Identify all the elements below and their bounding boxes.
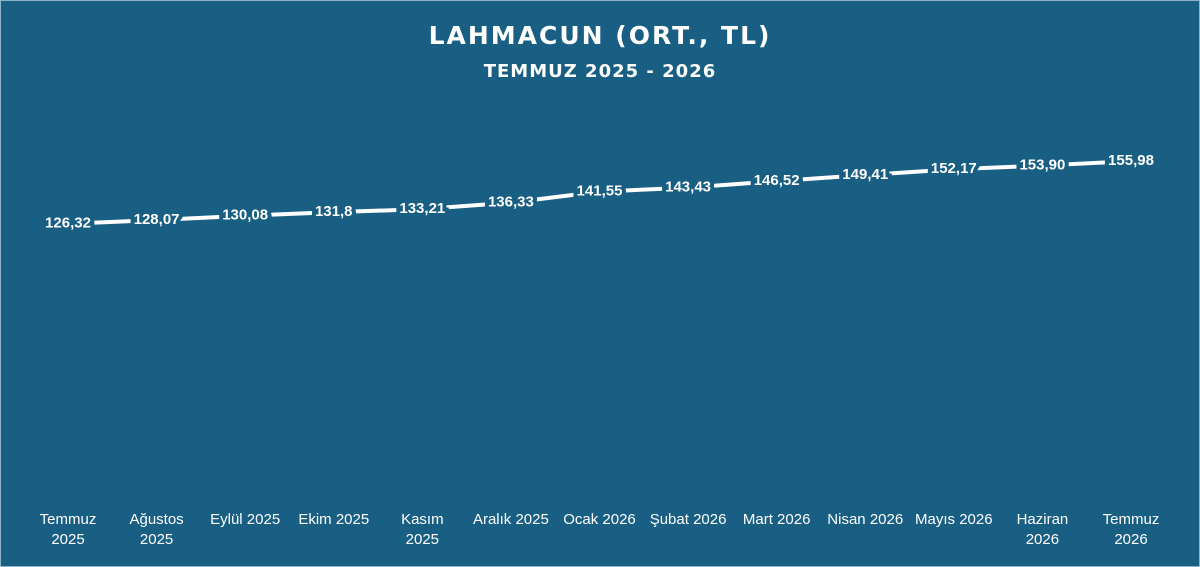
value-label: 153,90 — [1019, 157, 1065, 174]
x-tick-label: Mart 2026 — [742, 511, 811, 528]
value-label: 133,21 — [399, 200, 445, 217]
x-tick-label: Temmuz 2026 — [1102, 511, 1160, 548]
x-tick-label: Kasım 2025 — [401, 511, 444, 548]
x-tick-label: Şubat 2026 — [649, 511, 727, 528]
x-tick-label: Eylül 2025 — [210, 511, 281, 528]
value-label: 136,33 — [488, 194, 534, 211]
chart-title: LAHMACUN (ORT., TL) — [429, 21, 772, 50]
value-label: 155,98 — [1108, 152, 1154, 169]
value-label: 149,41 — [842, 166, 888, 183]
x-tick-label: Ekim 2025 — [298, 511, 370, 528]
value-label: 146,52 — [754, 172, 800, 189]
value-label: 143,43 — [665, 179, 711, 196]
value-label: 126,32 — [45, 215, 91, 232]
x-tick-label: Aralık 2025 — [472, 511, 549, 528]
value-label: 131,8 — [315, 203, 353, 220]
x-tick-label: Ağustos 2025 — [129, 511, 184, 548]
value-label: 152,17 — [931, 160, 977, 177]
x-tick-label: Temmuz 2025 — [39, 511, 97, 548]
value-label: 128,07 — [134, 211, 180, 228]
value-label: 130,08 — [222, 207, 268, 224]
value-label: 141,55 — [577, 183, 623, 200]
x-tick-label: Haziran 2026 — [1016, 511, 1069, 548]
chart-subtitle: TEMMUZ 2025 - 2026 — [484, 61, 717, 82]
line — [67, 159, 1132, 226]
x-tick-label: Mayıs 2026 — [915, 511, 993, 528]
x-tick-label: Nisan 2026 — [827, 511, 904, 528]
x-tick-label: Ocak 2026 — [563, 511, 636, 528]
